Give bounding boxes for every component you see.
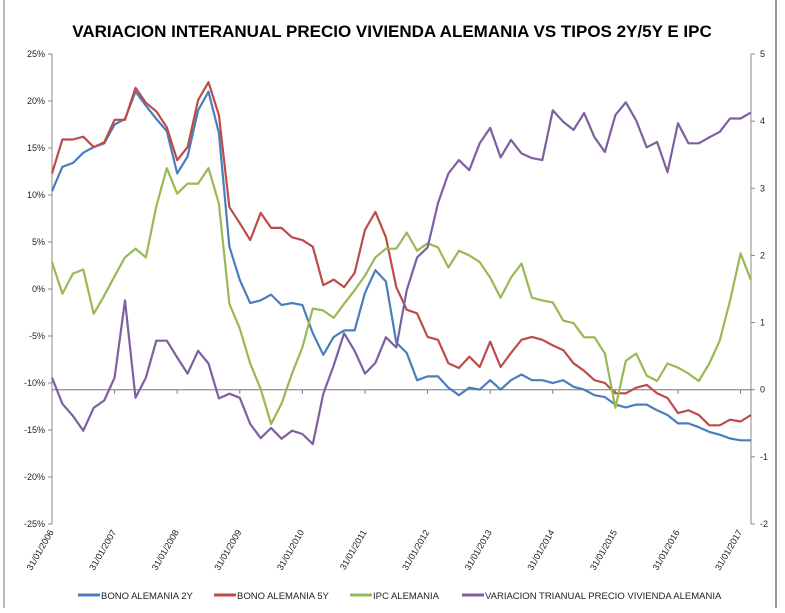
right-axis-tick-label: 0 bbox=[760, 385, 765, 395]
legend: BONO ALEMANIA 2Y BONO ALEMANIA 5Y IPC ALEM… bbox=[78, 591, 722, 602]
x-axis-tick-label: 31/01/2012 bbox=[400, 528, 431, 572]
legend-label: BONO ALEMANIA 5Y bbox=[237, 591, 330, 602]
left-axis-tick-label: -10% bbox=[24, 378, 45, 388]
left-axis-tick-label: -25% bbox=[24, 519, 45, 529]
x-axis-tick-label: 31/01/2017 bbox=[713, 528, 744, 572]
left-axis-tick-label: -15% bbox=[24, 425, 45, 435]
left-axis-tick-label: -20% bbox=[24, 472, 45, 482]
left-axis-tick-label: -5% bbox=[29, 331, 45, 341]
left-axis-tick-label: 10% bbox=[27, 190, 45, 200]
x-axis-tick-label: 31/01/2008 bbox=[150, 528, 181, 572]
series-line-bono-alemania-2y bbox=[50, 90, 751, 442]
chart-title: VARIACION INTERANUAL PRECIO VIVIENDA ALE… bbox=[72, 22, 711, 41]
x-axis-tick-label: 31/01/2010 bbox=[275, 528, 306, 572]
left-axis-tick-label: 25% bbox=[27, 49, 45, 59]
x-axis-tick-label: 31/01/2011 bbox=[338, 528, 369, 571]
series-line-bono-alemania-5y bbox=[50, 81, 752, 427]
x-axis-tick-label: 31/01/2006 bbox=[25, 528, 56, 572]
x-axis-tick-label: 31/01/2014 bbox=[525, 528, 556, 572]
legend-label: BONO ALEMANIA 2Y bbox=[101, 591, 194, 602]
right-axis-tick-label: -2 bbox=[760, 519, 768, 529]
series-line-ipc-alemania bbox=[50, 167, 753, 426]
left-axis-tick-label: 15% bbox=[27, 143, 45, 153]
legend-label: VARIACION TRIANUAL PRECIO VIVIENDA ALEMA… bbox=[485, 591, 722, 602]
right-axis-tick-label: -1 bbox=[760, 452, 768, 462]
x-axis-tick-label: 31/01/2007 bbox=[87, 528, 118, 572]
series-line-variacion-trianual-precio-vivienda-alemania bbox=[50, 101, 752, 446]
x-axis-tick-label: 31/01/2015 bbox=[588, 528, 619, 572]
right-axis-tick-label: 1 bbox=[760, 318, 765, 328]
x-axis-tick-label: 31/01/2009 bbox=[212, 528, 243, 572]
left-axis-tick-label: 0% bbox=[32, 284, 45, 294]
x-axis-tick-label: 31/01/2016 bbox=[651, 528, 682, 572]
x-axis-tick-label: 31/01/2013 bbox=[463, 528, 494, 572]
left-axis-tick-label: 5% bbox=[32, 237, 45, 247]
right-axis-tick-label: 2 bbox=[760, 250, 765, 260]
right-axis-tick-label: 5 bbox=[760, 49, 765, 59]
legend-label: IPC ALEMANIA bbox=[373, 591, 440, 602]
right-axis-tick-label: 4 bbox=[760, 116, 765, 126]
right-axis-tick-label: 3 bbox=[760, 183, 765, 193]
left-axis-tick-label: 20% bbox=[27, 96, 45, 106]
